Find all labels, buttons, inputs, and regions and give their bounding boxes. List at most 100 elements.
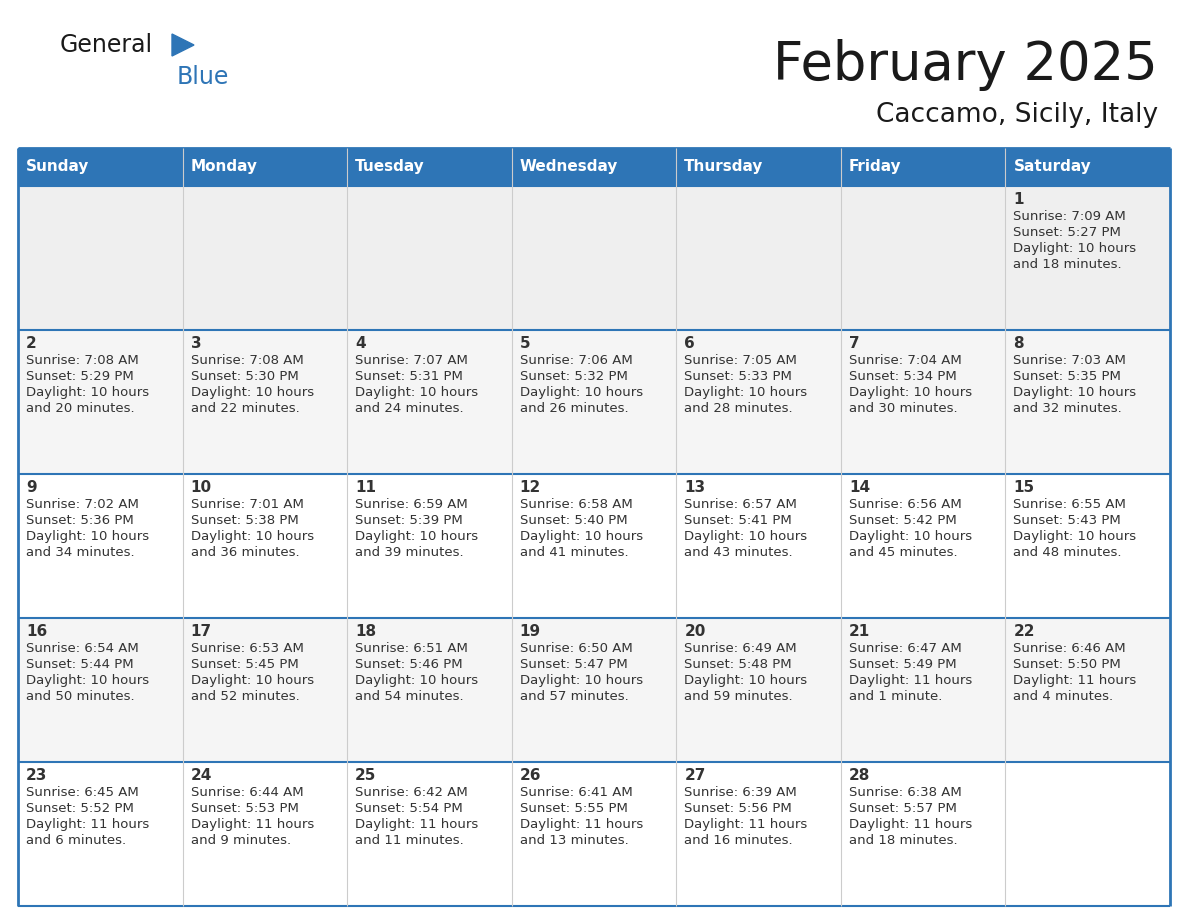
Text: 9: 9 <box>26 480 37 495</box>
Text: and 43 minutes.: and 43 minutes. <box>684 546 792 559</box>
Bar <box>183 148 347 186</box>
Text: Sunset: 5:46 PM: Sunset: 5:46 PM <box>355 658 463 671</box>
Text: Sunrise: 7:01 AM: Sunrise: 7:01 AM <box>190 498 303 511</box>
Text: 18: 18 <box>355 624 377 639</box>
Text: and 6 minutes.: and 6 minutes. <box>26 834 126 847</box>
Text: and 24 minutes.: and 24 minutes. <box>355 402 463 415</box>
Text: Sunset: 5:34 PM: Sunset: 5:34 PM <box>849 370 956 383</box>
Bar <box>347 148 512 186</box>
Text: February 2025: February 2025 <box>773 39 1158 91</box>
Text: Daylight: 10 hours: Daylight: 10 hours <box>684 674 808 687</box>
Text: Sunrise: 6:47 AM: Sunrise: 6:47 AM <box>849 642 961 655</box>
Text: 10: 10 <box>190 480 211 495</box>
Text: Sunrise: 6:46 AM: Sunrise: 6:46 AM <box>1013 642 1126 655</box>
Text: 27: 27 <box>684 768 706 783</box>
Text: Sunrise: 6:42 AM: Sunrise: 6:42 AM <box>355 786 468 799</box>
Text: Sunset: 5:57 PM: Sunset: 5:57 PM <box>849 802 956 815</box>
Text: Sunset: 5:54 PM: Sunset: 5:54 PM <box>355 802 463 815</box>
Text: Daylight: 11 hours: Daylight: 11 hours <box>519 818 643 831</box>
Text: 23: 23 <box>26 768 48 783</box>
Text: Sunrise: 7:03 AM: Sunrise: 7:03 AM <box>1013 354 1126 367</box>
Bar <box>1005 148 1170 186</box>
Text: Daylight: 10 hours: Daylight: 10 hours <box>519 530 643 543</box>
Text: Sunrise: 6:41 AM: Sunrise: 6:41 AM <box>519 786 632 799</box>
Text: Sunrise: 7:08 AM: Sunrise: 7:08 AM <box>190 354 303 367</box>
Text: Daylight: 10 hours: Daylight: 10 hours <box>190 386 314 399</box>
Text: and 59 minutes.: and 59 minutes. <box>684 690 792 703</box>
Text: Sunset: 5:35 PM: Sunset: 5:35 PM <box>1013 370 1121 383</box>
Text: Caccamo, Sicily, Italy: Caccamo, Sicily, Italy <box>876 102 1158 128</box>
Text: Daylight: 11 hours: Daylight: 11 hours <box>26 818 150 831</box>
Text: 4: 4 <box>355 336 366 351</box>
Text: Daylight: 11 hours: Daylight: 11 hours <box>355 818 479 831</box>
Text: 16: 16 <box>26 624 48 639</box>
Text: Daylight: 10 hours: Daylight: 10 hours <box>849 530 972 543</box>
Text: 11: 11 <box>355 480 377 495</box>
Text: Sunset: 5:31 PM: Sunset: 5:31 PM <box>355 370 463 383</box>
Text: Monday: Monday <box>190 160 258 174</box>
Text: Sunset: 5:49 PM: Sunset: 5:49 PM <box>849 658 956 671</box>
Bar <box>18 148 183 186</box>
Text: Sunrise: 7:08 AM: Sunrise: 7:08 AM <box>26 354 139 367</box>
Text: and 18 minutes.: and 18 minutes. <box>849 834 958 847</box>
Bar <box>18 330 1170 474</box>
Text: Sunrise: 6:51 AM: Sunrise: 6:51 AM <box>355 642 468 655</box>
Text: 24: 24 <box>190 768 211 783</box>
Text: Sunset: 5:53 PM: Sunset: 5:53 PM <box>190 802 298 815</box>
Text: Sunset: 5:52 PM: Sunset: 5:52 PM <box>26 802 134 815</box>
Text: Sunrise: 7:05 AM: Sunrise: 7:05 AM <box>684 354 797 367</box>
Text: General: General <box>61 33 153 57</box>
Text: and 22 minutes.: and 22 minutes. <box>190 402 299 415</box>
Text: 2: 2 <box>26 336 37 351</box>
Text: Sunset: 5:45 PM: Sunset: 5:45 PM <box>190 658 298 671</box>
Text: Tuesday: Tuesday <box>355 160 425 174</box>
Text: and 4 minutes.: and 4 minutes. <box>1013 690 1113 703</box>
Text: Sunset: 5:42 PM: Sunset: 5:42 PM <box>849 514 956 527</box>
Text: and 9 minutes.: and 9 minutes. <box>190 834 291 847</box>
Text: Sunset: 5:50 PM: Sunset: 5:50 PM <box>1013 658 1121 671</box>
Text: 22: 22 <box>1013 624 1035 639</box>
Text: Sunset: 5:27 PM: Sunset: 5:27 PM <box>1013 226 1121 239</box>
Text: Sunrise: 6:56 AM: Sunrise: 6:56 AM <box>849 498 961 511</box>
Text: 28: 28 <box>849 768 871 783</box>
Bar <box>512 148 676 186</box>
Text: Wednesday: Wednesday <box>519 160 618 174</box>
Bar <box>18 186 1170 330</box>
Bar <box>18 762 1170 906</box>
Text: Sunset: 5:29 PM: Sunset: 5:29 PM <box>26 370 134 383</box>
Text: Friday: Friday <box>849 160 902 174</box>
Text: Sunset: 5:43 PM: Sunset: 5:43 PM <box>1013 514 1121 527</box>
Text: and 32 minutes.: and 32 minutes. <box>1013 402 1123 415</box>
Text: Sunset: 5:36 PM: Sunset: 5:36 PM <box>26 514 134 527</box>
Text: and 54 minutes.: and 54 minutes. <box>355 690 463 703</box>
Text: Daylight: 11 hours: Daylight: 11 hours <box>849 674 972 687</box>
Text: Sunset: 5:30 PM: Sunset: 5:30 PM <box>190 370 298 383</box>
Text: and 26 minutes.: and 26 minutes. <box>519 402 628 415</box>
Text: and 39 minutes.: and 39 minutes. <box>355 546 463 559</box>
Text: Sunset: 5:38 PM: Sunset: 5:38 PM <box>190 514 298 527</box>
Text: 14: 14 <box>849 480 870 495</box>
Text: Blue: Blue <box>177 65 229 89</box>
Text: and 20 minutes.: and 20 minutes. <box>26 402 134 415</box>
Text: Sunrise: 6:54 AM: Sunrise: 6:54 AM <box>26 642 139 655</box>
Text: Daylight: 11 hours: Daylight: 11 hours <box>849 818 972 831</box>
Text: Daylight: 10 hours: Daylight: 10 hours <box>355 386 479 399</box>
Text: Daylight: 10 hours: Daylight: 10 hours <box>355 674 479 687</box>
Text: 26: 26 <box>519 768 542 783</box>
Text: Daylight: 11 hours: Daylight: 11 hours <box>1013 674 1137 687</box>
Text: Daylight: 10 hours: Daylight: 10 hours <box>849 386 972 399</box>
Text: and 30 minutes.: and 30 minutes. <box>849 402 958 415</box>
Polygon shape <box>172 34 194 56</box>
Text: Sunset: 5:40 PM: Sunset: 5:40 PM <box>519 514 627 527</box>
Text: Sunset: 5:44 PM: Sunset: 5:44 PM <box>26 658 133 671</box>
Text: Daylight: 10 hours: Daylight: 10 hours <box>684 386 808 399</box>
Text: Daylight: 10 hours: Daylight: 10 hours <box>355 530 479 543</box>
Text: Sunset: 5:55 PM: Sunset: 5:55 PM <box>519 802 627 815</box>
Text: 15: 15 <box>1013 480 1035 495</box>
Text: and 41 minutes.: and 41 minutes. <box>519 546 628 559</box>
Text: Thursday: Thursday <box>684 160 764 174</box>
Text: Sunday: Sunday <box>26 160 89 174</box>
Text: Sunset: 5:39 PM: Sunset: 5:39 PM <box>355 514 463 527</box>
Text: Daylight: 10 hours: Daylight: 10 hours <box>1013 242 1137 255</box>
Text: Daylight: 10 hours: Daylight: 10 hours <box>26 674 150 687</box>
